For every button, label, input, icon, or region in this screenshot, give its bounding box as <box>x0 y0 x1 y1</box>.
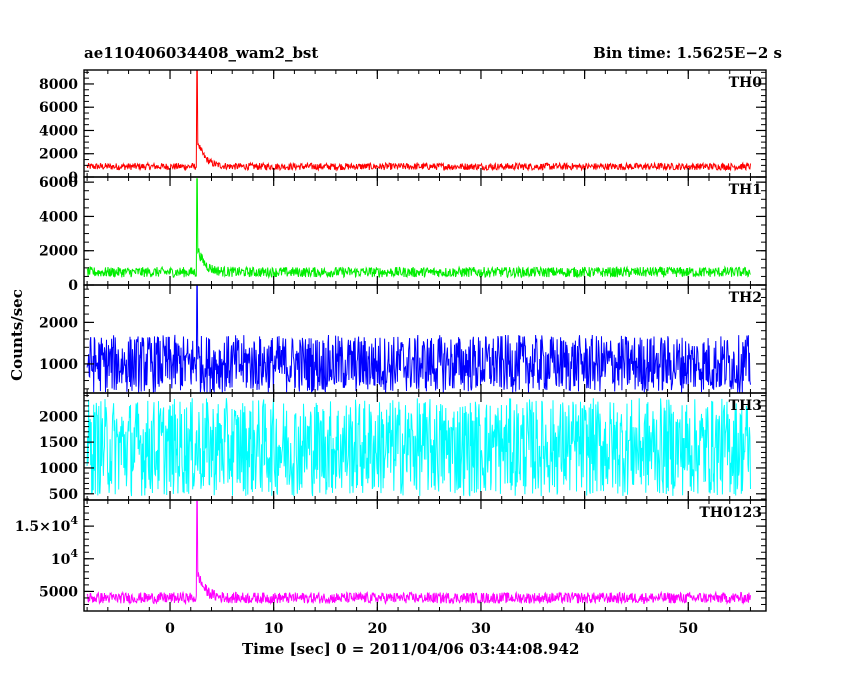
x-tick-label: 30 <box>471 621 491 637</box>
y-tick-label: 2000 <box>39 147 78 163</box>
y-tick-exponent: 4 <box>70 514 78 527</box>
plot-title: ae110406034408_wam2_bst <box>84 44 319 62</box>
panel-label-th1: TH1 <box>729 182 762 198</box>
panel-frame-th0123 <box>83 499 767 612</box>
series-line-th3 <box>86 398 751 497</box>
y-tick-label: 1.5×104 <box>15 514 79 535</box>
panel-label-th3: TH3 <box>729 398 762 414</box>
bin-time-label: Bin time: 1.5625E−2 s <box>593 44 782 62</box>
y-tick-label: 2000 <box>39 409 78 425</box>
y-tick-label: 6000 <box>39 100 78 116</box>
series-line-th0 <box>86 69 751 172</box>
y-tick-label: 8000 <box>39 77 78 93</box>
y-tick-label: 0 <box>68 170 78 186</box>
y-tick-label: 2000 <box>39 315 78 331</box>
series-line-th2 <box>86 284 751 393</box>
y-tick-label: 2000 <box>39 244 78 260</box>
x-tick-label: 40 <box>575 621 595 637</box>
y-tick-label: 4000 <box>39 209 78 225</box>
x-axis-label: Time [sec] 0 = 2011/04/06 03:44:08.942 <box>242 640 580 658</box>
y-tick-label: 1500 <box>39 435 78 451</box>
y-tick-label: 6000 <box>39 175 78 191</box>
y-tick-exponent: 4 <box>70 547 78 560</box>
panel-label-th0: TH0 <box>729 75 763 91</box>
series-line-th0123 <box>86 500 751 606</box>
x-tick-label: 20 <box>368 621 388 637</box>
y-tick-label: 5000 <box>39 584 78 600</box>
panel-frame-th0 <box>83 69 767 178</box>
x-tick-label: 10 <box>264 621 284 637</box>
x-tick-label: 50 <box>679 621 699 637</box>
y-tick-label: 104 <box>51 547 78 568</box>
y-tick-label: 500 <box>49 487 78 503</box>
series-line-th1 <box>86 178 751 280</box>
y-tick-label: 4000 <box>39 123 78 139</box>
x-tick-label: 0 <box>165 621 175 637</box>
y-tick-label: 0 <box>68 278 78 294</box>
panel-label-th2: TH2 <box>729 290 762 306</box>
y-tick-label: 1000 <box>39 461 78 477</box>
y-tick-label: 1000 <box>39 357 78 373</box>
panel-label-th0123: TH0123 <box>699 505 762 521</box>
